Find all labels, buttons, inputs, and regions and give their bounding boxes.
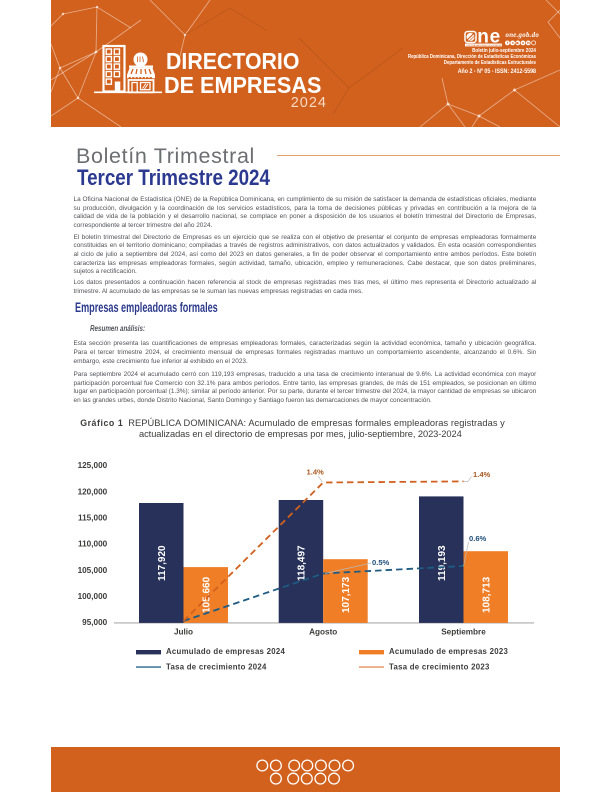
svg-text:f: f bbox=[507, 41, 509, 45]
svg-text:107,173: 107,173 bbox=[341, 576, 352, 613]
svg-text:Septiembre: Septiembre bbox=[441, 628, 486, 637]
svg-text:119,193: 119,193 bbox=[437, 545, 448, 581]
svg-text:115,000: 115,000 bbox=[78, 514, 108, 523]
svg-text:100,000: 100,000 bbox=[78, 592, 108, 601]
svg-text:95,000: 95,000 bbox=[82, 618, 107, 627]
svg-text:0.5%: 0.5% bbox=[372, 558, 390, 567]
svg-text:o: o bbox=[522, 41, 525, 45]
svg-text:Acumulado de empresas 2024: Acumulado de empresas 2024 bbox=[166, 647, 285, 656]
svg-text:Agosto: Agosto bbox=[309, 628, 337, 637]
svg-text:108,713: 108,713 bbox=[481, 576, 492, 613]
svg-text:105,660: 105,660 bbox=[201, 576, 212, 613]
svg-text:in: in bbox=[527, 41, 530, 45]
svg-text:105,000: 105,000 bbox=[78, 566, 108, 575]
svg-text:Acumulado de empresas 2023: Acumulado de empresas 2023 bbox=[389, 647, 508, 656]
svg-text:Tasa de crecimiento 2023: Tasa de crecimiento 2023 bbox=[389, 663, 490, 672]
svg-text:▶: ▶ bbox=[516, 41, 521, 45]
svg-text:110,000: 110,000 bbox=[78, 540, 108, 549]
svg-text:118,497: 118,497 bbox=[297, 545, 308, 581]
svg-text:Tasa de crecimiento 2024: Tasa de crecimiento 2024 bbox=[166, 663, 267, 672]
svg-text:117,920: 117,920 bbox=[157, 545, 168, 581]
svg-text:1.4%: 1.4% bbox=[307, 468, 325, 477]
svg-text:0.6%: 0.6% bbox=[469, 534, 487, 543]
svg-text:Julio: Julio bbox=[174, 628, 193, 637]
svg-text:120,000: 120,000 bbox=[78, 487, 108, 496]
svg-text:OFICINA NACIONAL DE ESTADISTIC: OFICINA NACIONAL DE ESTADISTICA bbox=[466, 44, 505, 47]
svg-text:x: x bbox=[512, 41, 514, 45]
svg-text:ne: ne bbox=[477, 29, 501, 48]
svg-text:125,000: 125,000 bbox=[78, 461, 108, 470]
svg-text:1.4%: 1.4% bbox=[473, 470, 491, 479]
